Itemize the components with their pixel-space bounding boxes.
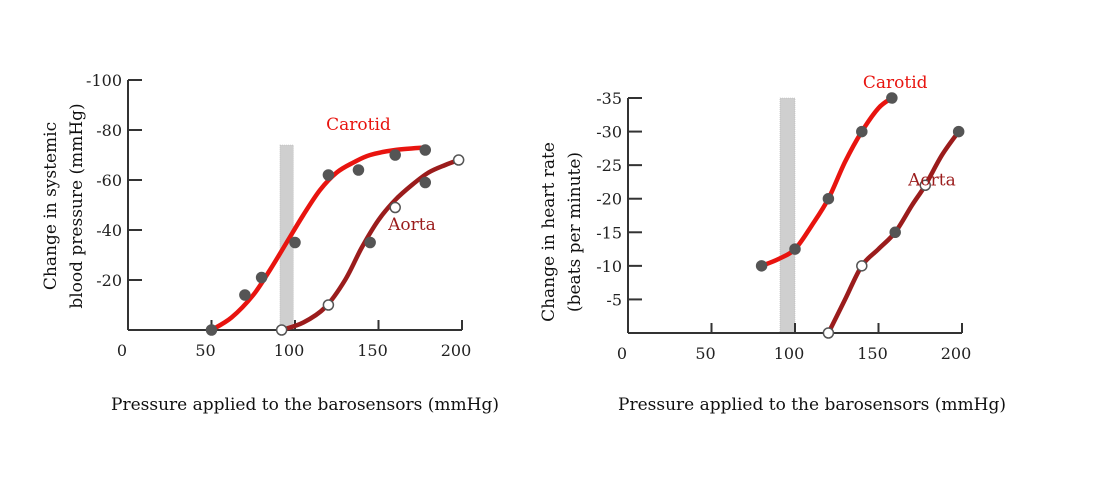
data-point-carotid xyxy=(755,260,768,272)
series-line-carotid xyxy=(209,145,428,333)
x-tick-label: 0 xyxy=(617,344,627,363)
data-point-carotid xyxy=(239,289,251,301)
y-axis-label: (beats per minute) xyxy=(565,152,585,312)
y-tick-label: -30 xyxy=(596,123,622,142)
chart-heart-rate: 0 50 100 150 200 -5 -10 -15 -20 -25 -30 -35 Change i… xyxy=(539,73,1006,415)
y-tick-label: -60 xyxy=(96,171,122,190)
data-point-aorta xyxy=(822,327,835,339)
x-tick-label: 200 xyxy=(441,341,472,360)
data-point-carotid xyxy=(789,243,801,255)
chart-blood-pressure: 0 50 100 150 200 -20 -40 -60 -80 -100 Change in sy… xyxy=(41,71,499,415)
data-point-carotid xyxy=(205,324,218,336)
y-tick-label: -15 xyxy=(596,223,622,242)
y-axis-label: Change in heart rate xyxy=(539,142,559,322)
data-point-aorta xyxy=(856,260,868,272)
data-point-carotid xyxy=(389,149,401,161)
y-tick-label: -20 xyxy=(596,190,622,209)
x-tick-label: 50 xyxy=(695,344,715,363)
x-tick-label: 100 xyxy=(274,341,305,360)
y-tick-label: -20 xyxy=(96,271,122,290)
data-point-aorta xyxy=(889,226,901,239)
data-point-carotid xyxy=(822,192,835,205)
y-tick-label: -10 xyxy=(596,257,622,276)
data-point-aorta xyxy=(389,201,401,214)
data-point-carotid xyxy=(255,271,268,284)
y-axis-label: blood pressure (mmHg) xyxy=(67,103,87,308)
data-point-carotid xyxy=(419,144,432,156)
y-tick-label: -100 xyxy=(86,71,122,90)
data-point-aorta xyxy=(452,154,465,166)
x-tick-label: 0 xyxy=(117,341,127,360)
data-point-carotid xyxy=(886,92,898,104)
series-label-carotid: Carotid xyxy=(326,115,391,135)
series-label-aorta: Aorta xyxy=(907,170,956,190)
data-point-aorta xyxy=(322,299,335,311)
x-tick-label: 100 xyxy=(774,344,805,363)
x-tick-label: 150 xyxy=(357,341,388,360)
x-tick-label: 50 xyxy=(195,341,215,360)
data-point-carotid xyxy=(352,164,365,176)
y-tick-label: -5 xyxy=(606,290,622,309)
y-tick-label: -35 xyxy=(596,89,622,108)
data-point-carotid xyxy=(322,169,335,181)
series-line-aorta xyxy=(279,157,461,333)
x-tick-label: 150 xyxy=(857,344,888,363)
data-point-aorta xyxy=(952,125,965,138)
x-axis-label: Pressure applied to the barosensors (mmH… xyxy=(618,395,1006,415)
threshold-band xyxy=(279,144,294,331)
data-point-carotid xyxy=(856,125,868,138)
threshold-band xyxy=(779,97,796,334)
series-label-carotid: Carotid xyxy=(863,73,928,93)
data-point-aorta xyxy=(419,176,432,189)
data-point-aorta xyxy=(275,324,288,336)
y-tick-label: -40 xyxy=(96,221,122,240)
y-tick-label: -80 xyxy=(96,121,122,140)
data-point-aorta xyxy=(919,179,932,192)
x-axis-label: Pressure applied to the barosensors (mmH… xyxy=(111,395,499,415)
x-tick-label: 200 xyxy=(941,344,972,363)
data-point-carotid xyxy=(289,236,301,249)
series-label-aorta: Aorta xyxy=(387,215,436,235)
y-tick-label: -25 xyxy=(596,156,622,175)
y-axis-label: Change in systemic xyxy=(41,122,61,290)
data-point-aorta xyxy=(364,236,376,249)
